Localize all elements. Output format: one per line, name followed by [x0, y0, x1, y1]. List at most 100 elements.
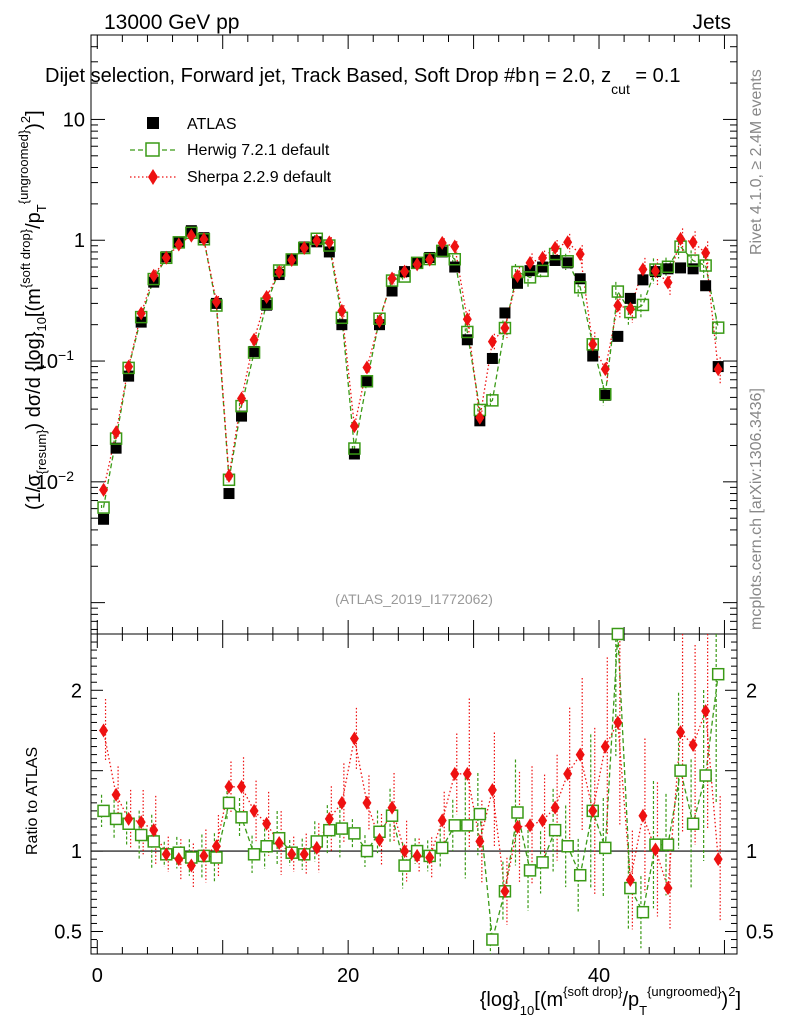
herwig-ratio-point: [210, 851, 223, 864]
atlas-point: [599, 389, 611, 401]
sherpa-point: [650, 264, 660, 279]
sherpa-point: [161, 250, 171, 265]
herwig-ratio-point: [235, 811, 248, 824]
y-tick-label-base: 1: [74, 230, 85, 252]
atlas-point: [486, 352, 498, 364]
atlas-point: [223, 488, 235, 500]
herwig-ratio-point: [147, 835, 160, 848]
sherpa-ratio-point: [676, 725, 686, 740]
sherpa-point: [550, 240, 560, 255]
sherpa-ratio-point: [199, 848, 209, 863]
xt-sub1: 10: [520, 1003, 534, 1018]
sherpa-ratio-point: [174, 852, 184, 867]
sherpa-point: [149, 268, 159, 283]
sherpa-ratio-point: [688, 737, 698, 752]
sherpa-point: [500, 321, 510, 336]
sherpa-ratio-point: [425, 850, 435, 865]
rivet-label: Rivet 4.1.0, ≥ 2.4M events: [748, 69, 765, 255]
y-tick-label-ratio-left: 0.5: [54, 921, 82, 943]
sherpa-point: [99, 482, 109, 497]
y-axis-title-ratio: Ratio to ATLAS: [24, 747, 41, 855]
sherpa-point: [588, 337, 598, 352]
sherpa-point: [199, 232, 209, 247]
x-tick-label: 0: [92, 965, 103, 987]
plot-title-main: Dijet selection, Forward jet, Track Base…: [45, 65, 526, 87]
sherpa-ratio-point: [299, 847, 309, 862]
sherpa-point: [400, 264, 410, 279]
yt-p5: ): [23, 123, 45, 130]
yt-p3: [(m: [23, 288, 45, 317]
y-tick-label-base: 10: [36, 351, 58, 373]
herwig-point: [573, 281, 587, 294]
legend: ATLAS Herwig 7.2.1 default Sherpa 2.2.9 …: [130, 116, 332, 186]
herwig-ratio-point: [699, 769, 712, 782]
herwig-ratio-point: [260, 840, 273, 853]
category-label: Jets: [692, 11, 731, 34]
herwig-point: [561, 255, 574, 268]
yt-sub4: T: [34, 204, 49, 212]
sherpa-point: [274, 264, 284, 279]
yt-sup3: {soft drop}: [18, 228, 33, 288]
sherpa-point: [575, 247, 585, 262]
sherpa-ratio-point: [136, 815, 146, 830]
sherpa-ratio-point: [588, 803, 598, 818]
herwig-point: [360, 375, 374, 388]
atlas-point: [675, 262, 687, 274]
atlas-point: [449, 261, 461, 273]
legend-marker-atlas: [147, 117, 159, 129]
mcplots-label: mcplots.cern.ch [arXiv:1306.3436]: [748, 388, 765, 630]
sherpa-ratio-point: [400, 844, 410, 859]
sherpa-ratio-point: [450, 766, 460, 781]
sherpa-point: [324, 235, 334, 250]
sherpa-ratio-point: [701, 704, 711, 719]
sherpa-ratio-point: [111, 787, 121, 802]
sherpa-ratio-point: [287, 847, 297, 862]
herwig-ratio-point: [448, 819, 462, 832]
herwig-ratio-point: [97, 804, 110, 818]
y-tick-label-ratio-right: 2: [746, 680, 757, 702]
herwig-point: [711, 321, 725, 334]
sherpa-point: [525, 255, 535, 270]
sherpa-ratio-point: [575, 747, 585, 762]
sherpa-ratio-point: [650, 842, 660, 857]
herwig-point: [599, 388, 612, 401]
sherpa-point: [600, 362, 610, 377]
legend-label-herwig: Herwig 7.2.1 default: [187, 142, 330, 159]
herwig-point: [247, 346, 261, 359]
sherpa-point: [538, 250, 548, 265]
sherpa-ratio-point: [462, 766, 472, 781]
plot-title-zcut-tail: = 0.1: [630, 65, 681, 87]
sherpa-point: [462, 312, 472, 327]
x-tick-label: 20: [337, 965, 359, 987]
sherpa-point: [287, 253, 297, 268]
plot-title-beta: η = 2.0, z: [528, 65, 611, 87]
legend-marker-herwig: [145, 142, 160, 157]
herwig-point: [636, 298, 650, 312]
atlas-point: [386, 285, 398, 297]
sherpa-point: [701, 245, 711, 260]
sherpa-ratio-point: [538, 813, 548, 828]
sherpa-point: [362, 360, 372, 375]
y-tick-label-ratio-left: 1: [71, 841, 82, 863]
sherpa-ratio-point: [412, 848, 422, 863]
y-tick-label-exponent: −2: [58, 468, 74, 484]
herwig-point: [536, 264, 549, 278]
sherpa-ratio-point: [249, 803, 259, 818]
sherpa-ratio-point: [512, 819, 522, 834]
sherpa-point: [237, 391, 247, 406]
herwig-point: [448, 252, 462, 266]
sherpa-point: [688, 235, 698, 250]
herwig-point: [486, 394, 499, 407]
sherpa-ratio-point: [124, 811, 134, 826]
ratio-panel-frame: [90, 633, 738, 955]
sherpa-ratio-point: [550, 800, 560, 815]
sherpa-ratio-point: [625, 873, 635, 888]
sherpa-ratio-point: [487, 782, 497, 797]
sherpa-point: [412, 257, 422, 272]
sherpa-ratio-point: [312, 840, 322, 855]
sherpa-point: [312, 233, 322, 248]
y-axis-title-main: (1/σ{resum}) dσ/d {log}10[(m{soft drop}/…: [16, 110, 49, 510]
atlas-point: [537, 261, 549, 273]
xt-p4: ): [722, 989, 729, 1011]
